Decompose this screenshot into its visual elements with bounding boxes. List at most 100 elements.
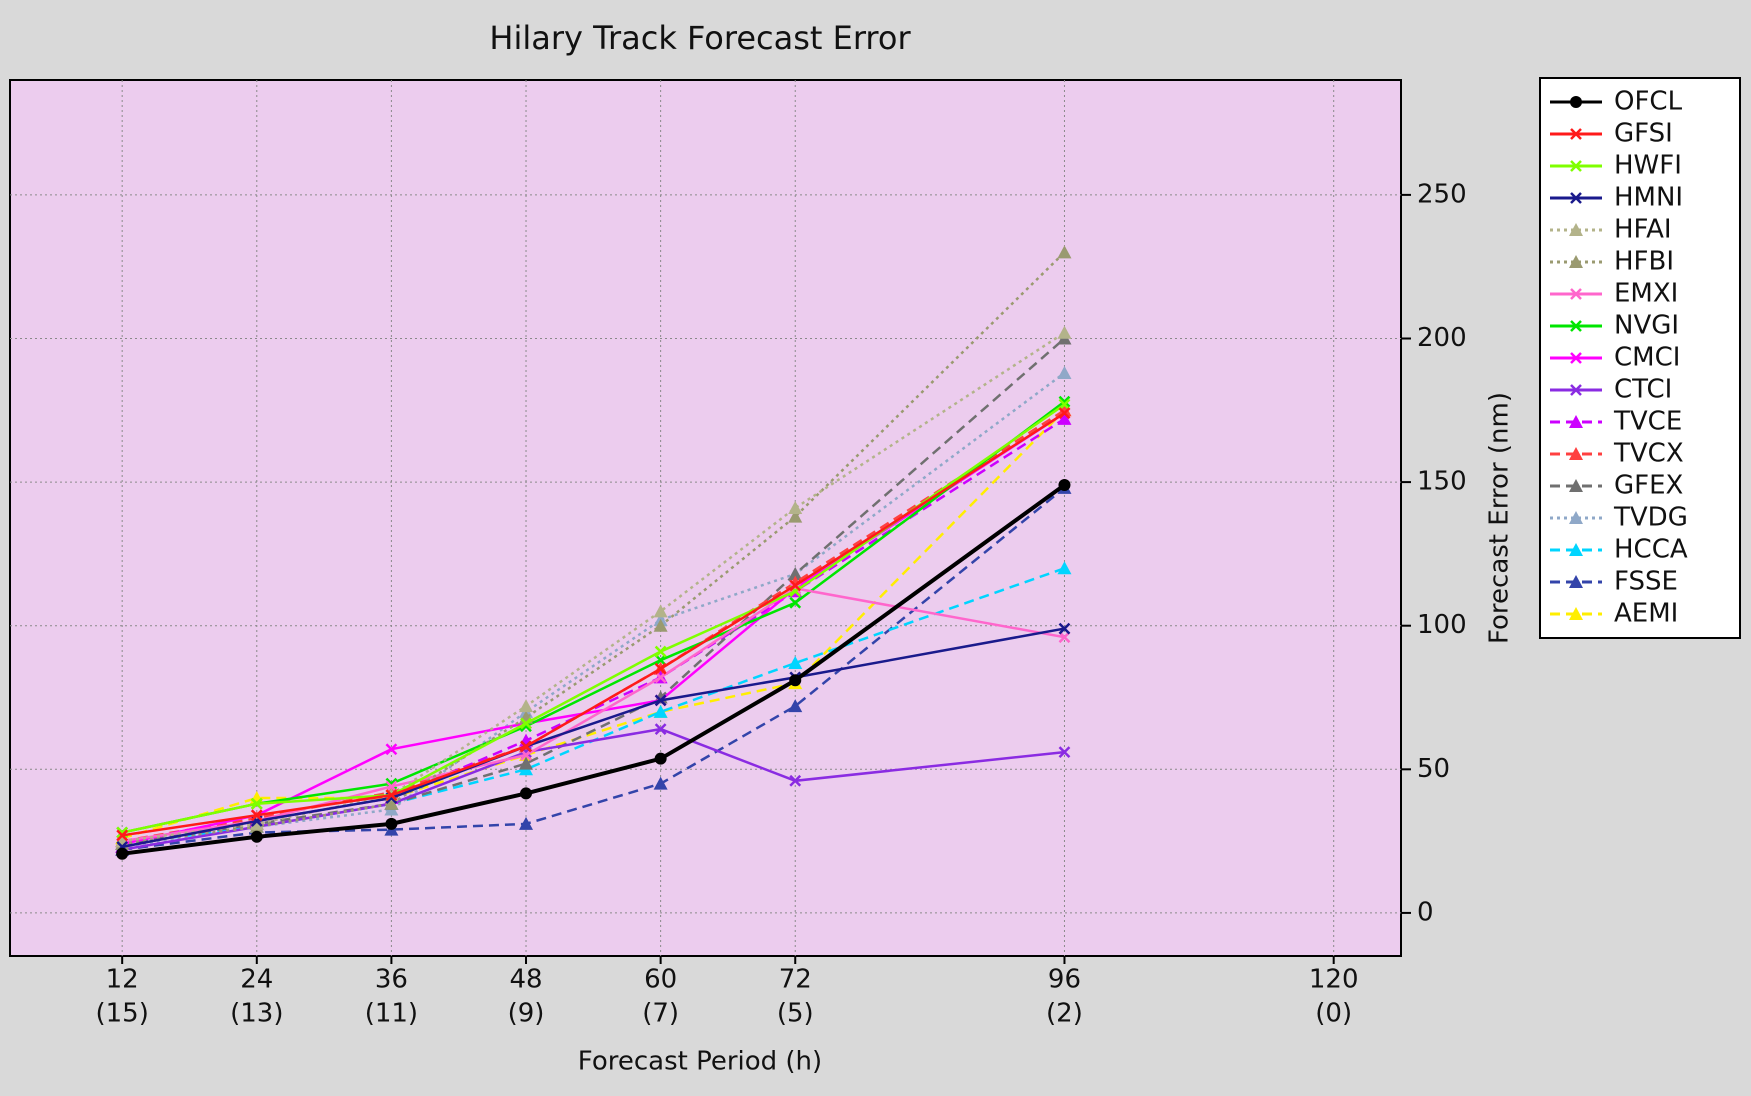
point <box>1058 622 1071 635</box>
legend-label: OFCL <box>1614 87 1683 117</box>
x-tick-label: 72 <box>779 965 812 995</box>
point <box>653 618 668 632</box>
x-tick-label: 96 <box>1048 965 1081 995</box>
point <box>789 774 802 787</box>
point <box>520 787 533 800</box>
point <box>520 717 532 730</box>
x-tick-label: 60 <box>644 965 677 995</box>
point <box>653 776 668 790</box>
x-axis-label: Forecast Period (h) <box>578 1047 822 1077</box>
x-tick-count: (2) <box>1046 999 1083 1029</box>
point <box>250 797 263 810</box>
point <box>385 789 398 802</box>
legend-label: HMNI <box>1614 183 1683 213</box>
x-tick-count: (15) <box>95 999 148 1029</box>
legend-label: AEMI <box>1614 599 1678 629</box>
point <box>653 604 668 618</box>
x-tick-count: (9) <box>508 999 545 1029</box>
point <box>1058 746 1071 758</box>
y-tick-label: 150 <box>1417 467 1467 497</box>
legend-marker <box>1569 607 1583 620</box>
x-tick-label: 36 <box>375 965 408 995</box>
x-tick-count: (13) <box>230 999 283 1029</box>
point <box>654 723 667 735</box>
chart-title: Hilary Track Forecast Error <box>489 19 911 57</box>
point <box>788 656 803 670</box>
legend-label: CMCI <box>1614 343 1680 373</box>
point <box>1058 478 1071 491</box>
point <box>1057 561 1072 575</box>
point <box>788 699 803 713</box>
y-tick-label: 250 <box>1417 179 1467 209</box>
point <box>384 796 399 810</box>
legend-marker <box>1569 479 1583 492</box>
legend-marker <box>1569 255 1583 268</box>
point <box>116 829 129 842</box>
point <box>788 500 803 514</box>
legend-marker <box>1569 575 1583 588</box>
legend-label: TVCX <box>1613 439 1684 469</box>
x-tick-label: 24 <box>240 965 273 995</box>
legend-label: TVDG <box>1613 503 1688 533</box>
legend-label: HFAI <box>1614 215 1672 245</box>
legend-marker <box>1569 511 1583 524</box>
point <box>1057 325 1072 339</box>
legend-marker <box>1570 128 1582 140</box>
x-tick-count: (0) <box>1315 999 1352 1029</box>
y-tick-label: 50 <box>1417 754 1450 784</box>
point <box>1058 398 1071 411</box>
point <box>654 752 667 765</box>
legend-label: HFBI <box>1614 247 1674 277</box>
legend-label: CTCI <box>1614 375 1672 405</box>
legend-label: NVGI <box>1614 311 1679 341</box>
point <box>116 847 129 860</box>
legend-marker <box>1570 320 1582 332</box>
y-tick-label: 0 <box>1417 897 1434 927</box>
x-tick-count: (7) <box>642 999 679 1029</box>
point <box>789 579 802 592</box>
point <box>250 830 263 843</box>
point <box>1057 365 1072 379</box>
point <box>1057 403 1072 417</box>
legend-label: EMXI <box>1614 279 1678 309</box>
point <box>654 645 667 658</box>
point <box>788 567 803 581</box>
point <box>519 816 534 830</box>
legend-marker <box>1570 160 1582 172</box>
point <box>653 704 668 718</box>
point <box>520 740 532 753</box>
y-tick-label: 100 <box>1417 610 1467 640</box>
point <box>250 809 263 822</box>
point <box>519 699 534 713</box>
legend-label: HCCA <box>1614 535 1688 565</box>
legend-marker <box>1570 288 1582 300</box>
point <box>249 816 264 830</box>
x-tick-label: 120 <box>1309 965 1359 995</box>
point <box>520 749 532 761</box>
x-tick-label: 12 <box>106 965 139 995</box>
point <box>385 743 398 756</box>
point <box>1058 395 1071 408</box>
x-tick-count: (5) <box>777 999 814 1029</box>
y-axis-label: Forecast Error (nm) <box>1485 392 1515 644</box>
legend-marker <box>1569 415 1583 428</box>
point <box>654 662 667 675</box>
legend-marker <box>1570 384 1582 396</box>
point <box>788 509 803 523</box>
x-tick-count: (11) <box>365 999 418 1029</box>
point <box>789 674 802 687</box>
legend-label: TVCE <box>1613 407 1682 437</box>
point <box>1057 411 1072 425</box>
plot-area <box>9 79 1402 957</box>
point <box>385 780 398 793</box>
point <box>654 694 667 707</box>
point <box>1058 631 1071 644</box>
legend-marker <box>1570 192 1582 204</box>
x-tick-label: 48 <box>509 965 542 995</box>
point <box>654 671 667 684</box>
legend-label: GFSI <box>1614 119 1673 149</box>
point <box>1058 407 1071 420</box>
point <box>654 654 667 667</box>
point <box>1057 245 1072 259</box>
